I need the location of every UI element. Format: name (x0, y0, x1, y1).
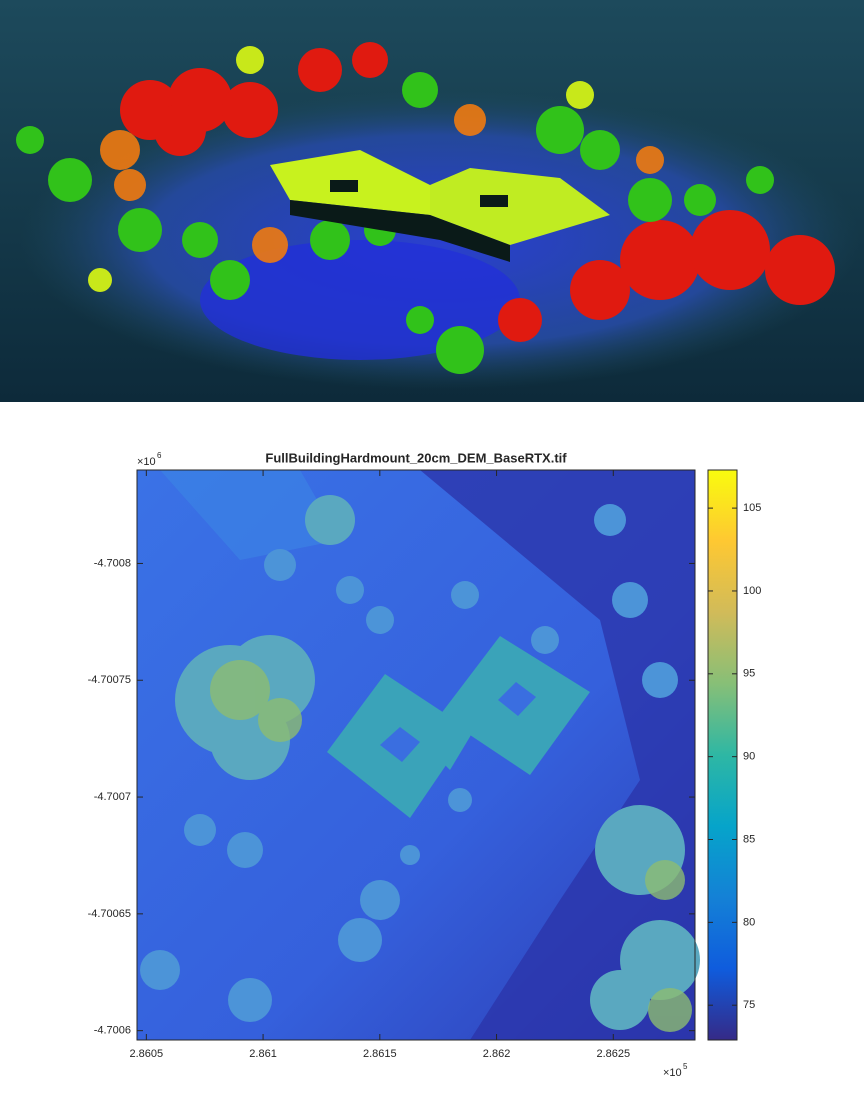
colorbar-tick-label: 95 (743, 668, 755, 680)
y-tick-label: -4.70065 (88, 908, 131, 920)
colorbar-tick-label: 75 (743, 999, 755, 1011)
colorbar-tick-label: 85 (743, 833, 755, 845)
y-multiplier-base: ×10 (137, 456, 156, 468)
y-tick-label: -4.7006 (94, 1025, 131, 1037)
y-tick-label: -4.7007 (94, 791, 131, 803)
y-multiplier-exponent: 6 (157, 451, 162, 460)
colorbar (707, 469, 738, 1041)
x-multiplier-base: ×10 (663, 1067, 682, 1079)
x-tick-label: 2.8625 (596, 1048, 630, 1060)
x-tick-label: 2.8605 (130, 1048, 164, 1060)
heatmap-image (137, 470, 700, 1040)
point-cloud-image (0, 0, 864, 402)
chart-title: FullBuildingHardmount_20cm_DEM_BaseRTX.t… (265, 450, 567, 465)
y-tick-label: -4.70075 (88, 674, 131, 686)
x-tick-label: 2.8615 (363, 1048, 397, 1060)
x-multiplier-exponent: 5 (683, 1062, 688, 1071)
x-tick-label: 2.862 (483, 1048, 511, 1060)
axes-box (136, 469, 696, 1041)
colorbar-tick-label: 90 (743, 751, 755, 763)
colorbar-tick-label: 80 (743, 916, 755, 928)
colorbar-tick-label: 105 (743, 502, 761, 514)
x-tick-label: 2.861 (249, 1048, 277, 1060)
colorbar-tick-label: 100 (743, 585, 761, 597)
y-tick-label: -4.7008 (94, 557, 131, 569)
